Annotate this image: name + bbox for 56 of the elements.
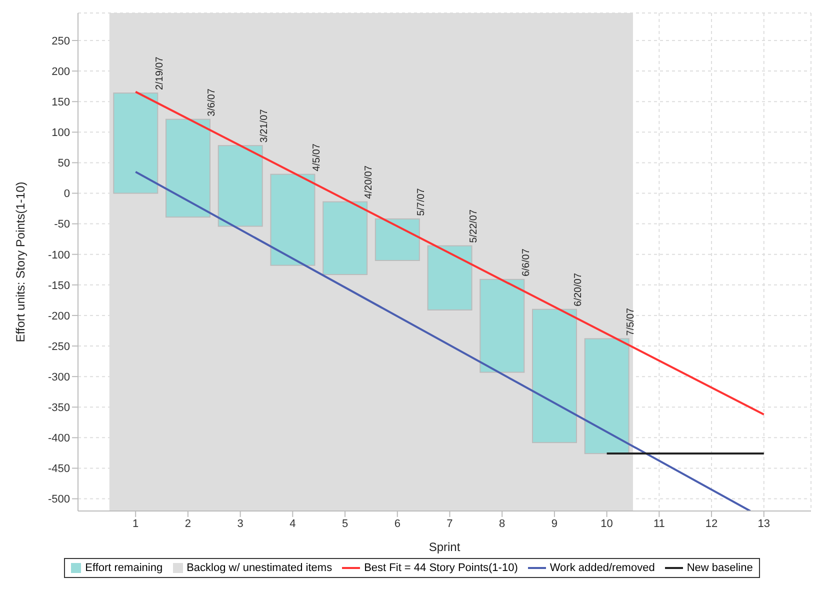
- bar: [427, 245, 472, 310]
- bar: [480, 278, 525, 373]
- bar: [166, 118, 211, 218]
- data-label: 4/5/07: [311, 143, 322, 172]
- x-tick-label: 9: [551, 518, 558, 530]
- y-tick-label: -250: [48, 340, 70, 353]
- y-tick-label: -100: [48, 249, 70, 262]
- x-tick-label: 1: [132, 518, 139, 530]
- x-axis-title: Sprint: [428, 540, 461, 554]
- x-tick-label: 3: [237, 518, 244, 530]
- x-tick-label: 13: [758, 518, 770, 530]
- x-tick-label: 11: [653, 518, 665, 530]
- bar: [532, 308, 578, 444]
- x-tick-label: 4: [290, 518, 296, 530]
- legend-label: Effort remaining: [84, 562, 163, 574]
- bar: [218, 145, 263, 227]
- x-tick-label: 7: [446, 518, 453, 530]
- bar: [322, 201, 368, 276]
- bar: [584, 338, 630, 454]
- y-tick-label: 250: [52, 35, 70, 48]
- y-tick-label: 150: [52, 96, 70, 109]
- data-label: 5/22/07: [468, 209, 480, 243]
- y-tick-label: 100: [52, 127, 70, 140]
- x-tick-label: 2: [184, 518, 192, 530]
- y-tick-label: -500: [48, 494, 70, 506]
- x-tick-label: 8: [499, 518, 506, 530]
- y-axis-title: Effort units: Story Points(1-10): [13, 182, 28, 342]
- legend-label: New baseline: [686, 562, 753, 574]
- y-tick-label: 0: [64, 188, 70, 200]
- data-label: 3/6/07: [206, 88, 218, 116]
- y-tick-label: -150: [48, 280, 70, 292]
- y-tick-label: -400: [48, 432, 70, 445]
- y-tick-label: -450: [48, 463, 70, 476]
- y-tick-label: 50: [58, 158, 70, 170]
- bar: [374, 218, 420, 261]
- data-label: 3/21/07: [259, 108, 270, 143]
- x-tick-label: 12: [705, 518, 718, 530]
- x-tick-label: 5: [342, 518, 348, 530]
- y-tick-label: -350: [48, 402, 70, 414]
- legend-label: Best Fit = 44 Story Points(1-10): [363, 562, 518, 574]
- y-tick-label: 200: [52, 66, 70, 78]
- data-label: 5/7/07: [416, 188, 428, 216]
- bar: [270, 174, 316, 266]
- data-label: 4/20/07: [364, 165, 375, 199]
- data-label: 6/20/07: [573, 272, 584, 306]
- data-label: 7/5/07: [626, 307, 637, 336]
- legend-label: Work added/removed: [548, 562, 655, 574]
- y-tick-label: -200: [48, 310, 70, 322]
- y-tick-label: -300: [48, 371, 70, 384]
- x-tick-label: 10: [600, 518, 613, 530]
- data-label: 2/19/07: [154, 56, 166, 90]
- legend-label: Backlog w/ unestimated items: [186, 562, 332, 574]
- data-label: 6/6/07: [520, 248, 532, 276]
- bar: [113, 92, 158, 194]
- y-tick-label: -50: [54, 218, 70, 231]
- x-tick-label: 6: [394, 518, 400, 530]
